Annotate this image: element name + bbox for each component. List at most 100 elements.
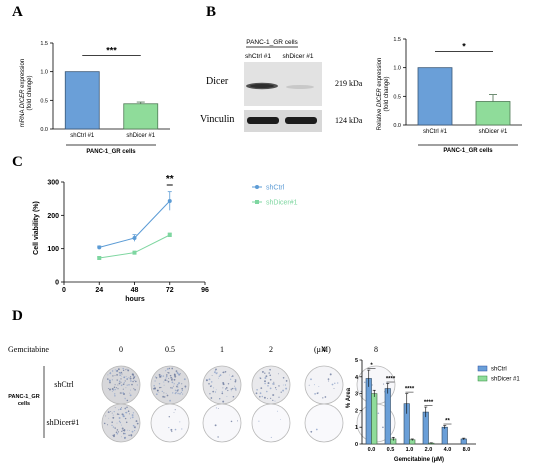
colony-dot xyxy=(226,395,228,397)
colony-dot xyxy=(217,407,219,409)
colony-dot xyxy=(153,384,156,387)
colony-dot xyxy=(285,387,288,390)
colony-dot xyxy=(174,409,176,411)
chart-d-ylabel: % Area xyxy=(346,387,352,408)
colony-dot xyxy=(177,389,179,391)
chart-a-ytick-label: 1.5 xyxy=(40,41,48,47)
colony-dot xyxy=(164,379,167,382)
chart-d-bar xyxy=(441,426,448,445)
colony-dot xyxy=(318,385,320,387)
colony-dot xyxy=(215,372,218,375)
colony-dot xyxy=(269,387,272,390)
colony-dot xyxy=(322,397,324,399)
colony-dose-label: 0.5 xyxy=(165,345,175,354)
colony-dot xyxy=(116,374,118,376)
colony-dot xyxy=(179,372,181,375)
colony-dot xyxy=(129,394,132,397)
colony-dot xyxy=(260,387,263,389)
colony-dot xyxy=(132,380,134,383)
colony-dot xyxy=(259,377,262,380)
colony-dot xyxy=(109,388,111,391)
colony-dot xyxy=(107,378,109,380)
colony-dot xyxy=(173,378,176,381)
chart-b-significance: * xyxy=(462,42,466,52)
colony-dot xyxy=(113,435,115,438)
colony-dot xyxy=(210,385,212,387)
panel-label-d: D xyxy=(12,308,23,324)
colony-dot xyxy=(180,391,183,394)
legend-shctrl-marker xyxy=(255,185,259,189)
chart-c-point xyxy=(132,236,137,240)
colony-dot xyxy=(114,384,116,386)
colony-dot xyxy=(268,372,270,374)
colony-dot xyxy=(170,428,173,431)
colony-dot xyxy=(210,381,213,383)
colony-dot xyxy=(127,369,130,372)
chart-d-quant: % Area Gemcitabine (µM) shCtrl shDicer #… xyxy=(346,358,520,463)
colony-dot xyxy=(168,372,170,374)
colony-dot xyxy=(117,384,119,386)
colony-dot xyxy=(215,389,217,391)
chart-b-bar xyxy=(417,67,453,126)
blot-dicer-band-kd xyxy=(286,85,314,89)
colony-dot xyxy=(114,369,116,371)
colony-dot xyxy=(128,434,130,437)
colony-dot xyxy=(132,377,135,380)
colony-dot xyxy=(113,386,116,389)
colony-dot xyxy=(212,390,215,393)
colony-dot xyxy=(121,407,123,409)
colony-dot xyxy=(172,385,174,387)
colony-dot xyxy=(371,384,373,386)
colony-dot xyxy=(210,397,213,399)
colony-dot xyxy=(163,384,165,386)
colony-dot xyxy=(337,382,339,384)
colony-dot xyxy=(131,414,134,417)
colony-dot xyxy=(128,413,130,415)
colony-dot xyxy=(174,389,177,391)
colony-dot xyxy=(176,385,178,388)
chart-b-category-label: shDicer #1 xyxy=(479,129,508,135)
chart-d-bar xyxy=(365,378,372,445)
colony-dot xyxy=(159,376,161,378)
chart-b-ytick-label: 1.5 xyxy=(393,37,401,43)
colony-dot xyxy=(131,416,134,419)
colony-dot xyxy=(105,415,107,417)
blot-title: PANC-1_GR cells xyxy=(246,39,298,46)
colony-dot xyxy=(129,392,131,394)
colony-dot xyxy=(161,390,163,393)
colony-dot xyxy=(316,392,319,395)
colony-dot xyxy=(258,420,260,422)
colony-dot xyxy=(383,383,385,385)
colony-dot xyxy=(113,434,116,436)
chart-d-category-label: 0.0 xyxy=(368,447,376,453)
colony-dot xyxy=(127,410,130,413)
chart-d-ytick-label: 5 xyxy=(355,358,358,364)
colony-dot xyxy=(155,377,158,379)
colony-dot xyxy=(234,387,237,390)
colony-dot xyxy=(120,392,122,394)
colony-dot xyxy=(234,380,237,383)
colony-dot xyxy=(234,379,237,381)
colony-dot xyxy=(377,412,380,414)
colony-dot xyxy=(265,375,268,378)
colony-dot xyxy=(274,400,276,402)
colony-dot xyxy=(167,380,170,383)
chart-a-category-label: shDicer #1 xyxy=(126,133,155,139)
colony-dot xyxy=(214,424,217,427)
colony-dot xyxy=(117,388,119,390)
chart-d-ytick-label: 4 xyxy=(355,375,359,381)
colony-dot xyxy=(181,389,184,392)
colony-dot xyxy=(273,383,275,385)
colony-dot xyxy=(264,380,266,383)
chart-c-xtick-label: 0 xyxy=(62,287,66,294)
colony-dot xyxy=(183,378,186,381)
colony-dot xyxy=(114,407,116,409)
colony-dot xyxy=(160,375,162,377)
colony-dot xyxy=(280,419,281,420)
colony-well xyxy=(150,365,190,405)
chart-c-point xyxy=(97,245,102,250)
colony-dot xyxy=(116,387,118,389)
colony-dot xyxy=(132,412,134,414)
colony-dot xyxy=(264,382,266,385)
colony-dot xyxy=(114,388,116,391)
